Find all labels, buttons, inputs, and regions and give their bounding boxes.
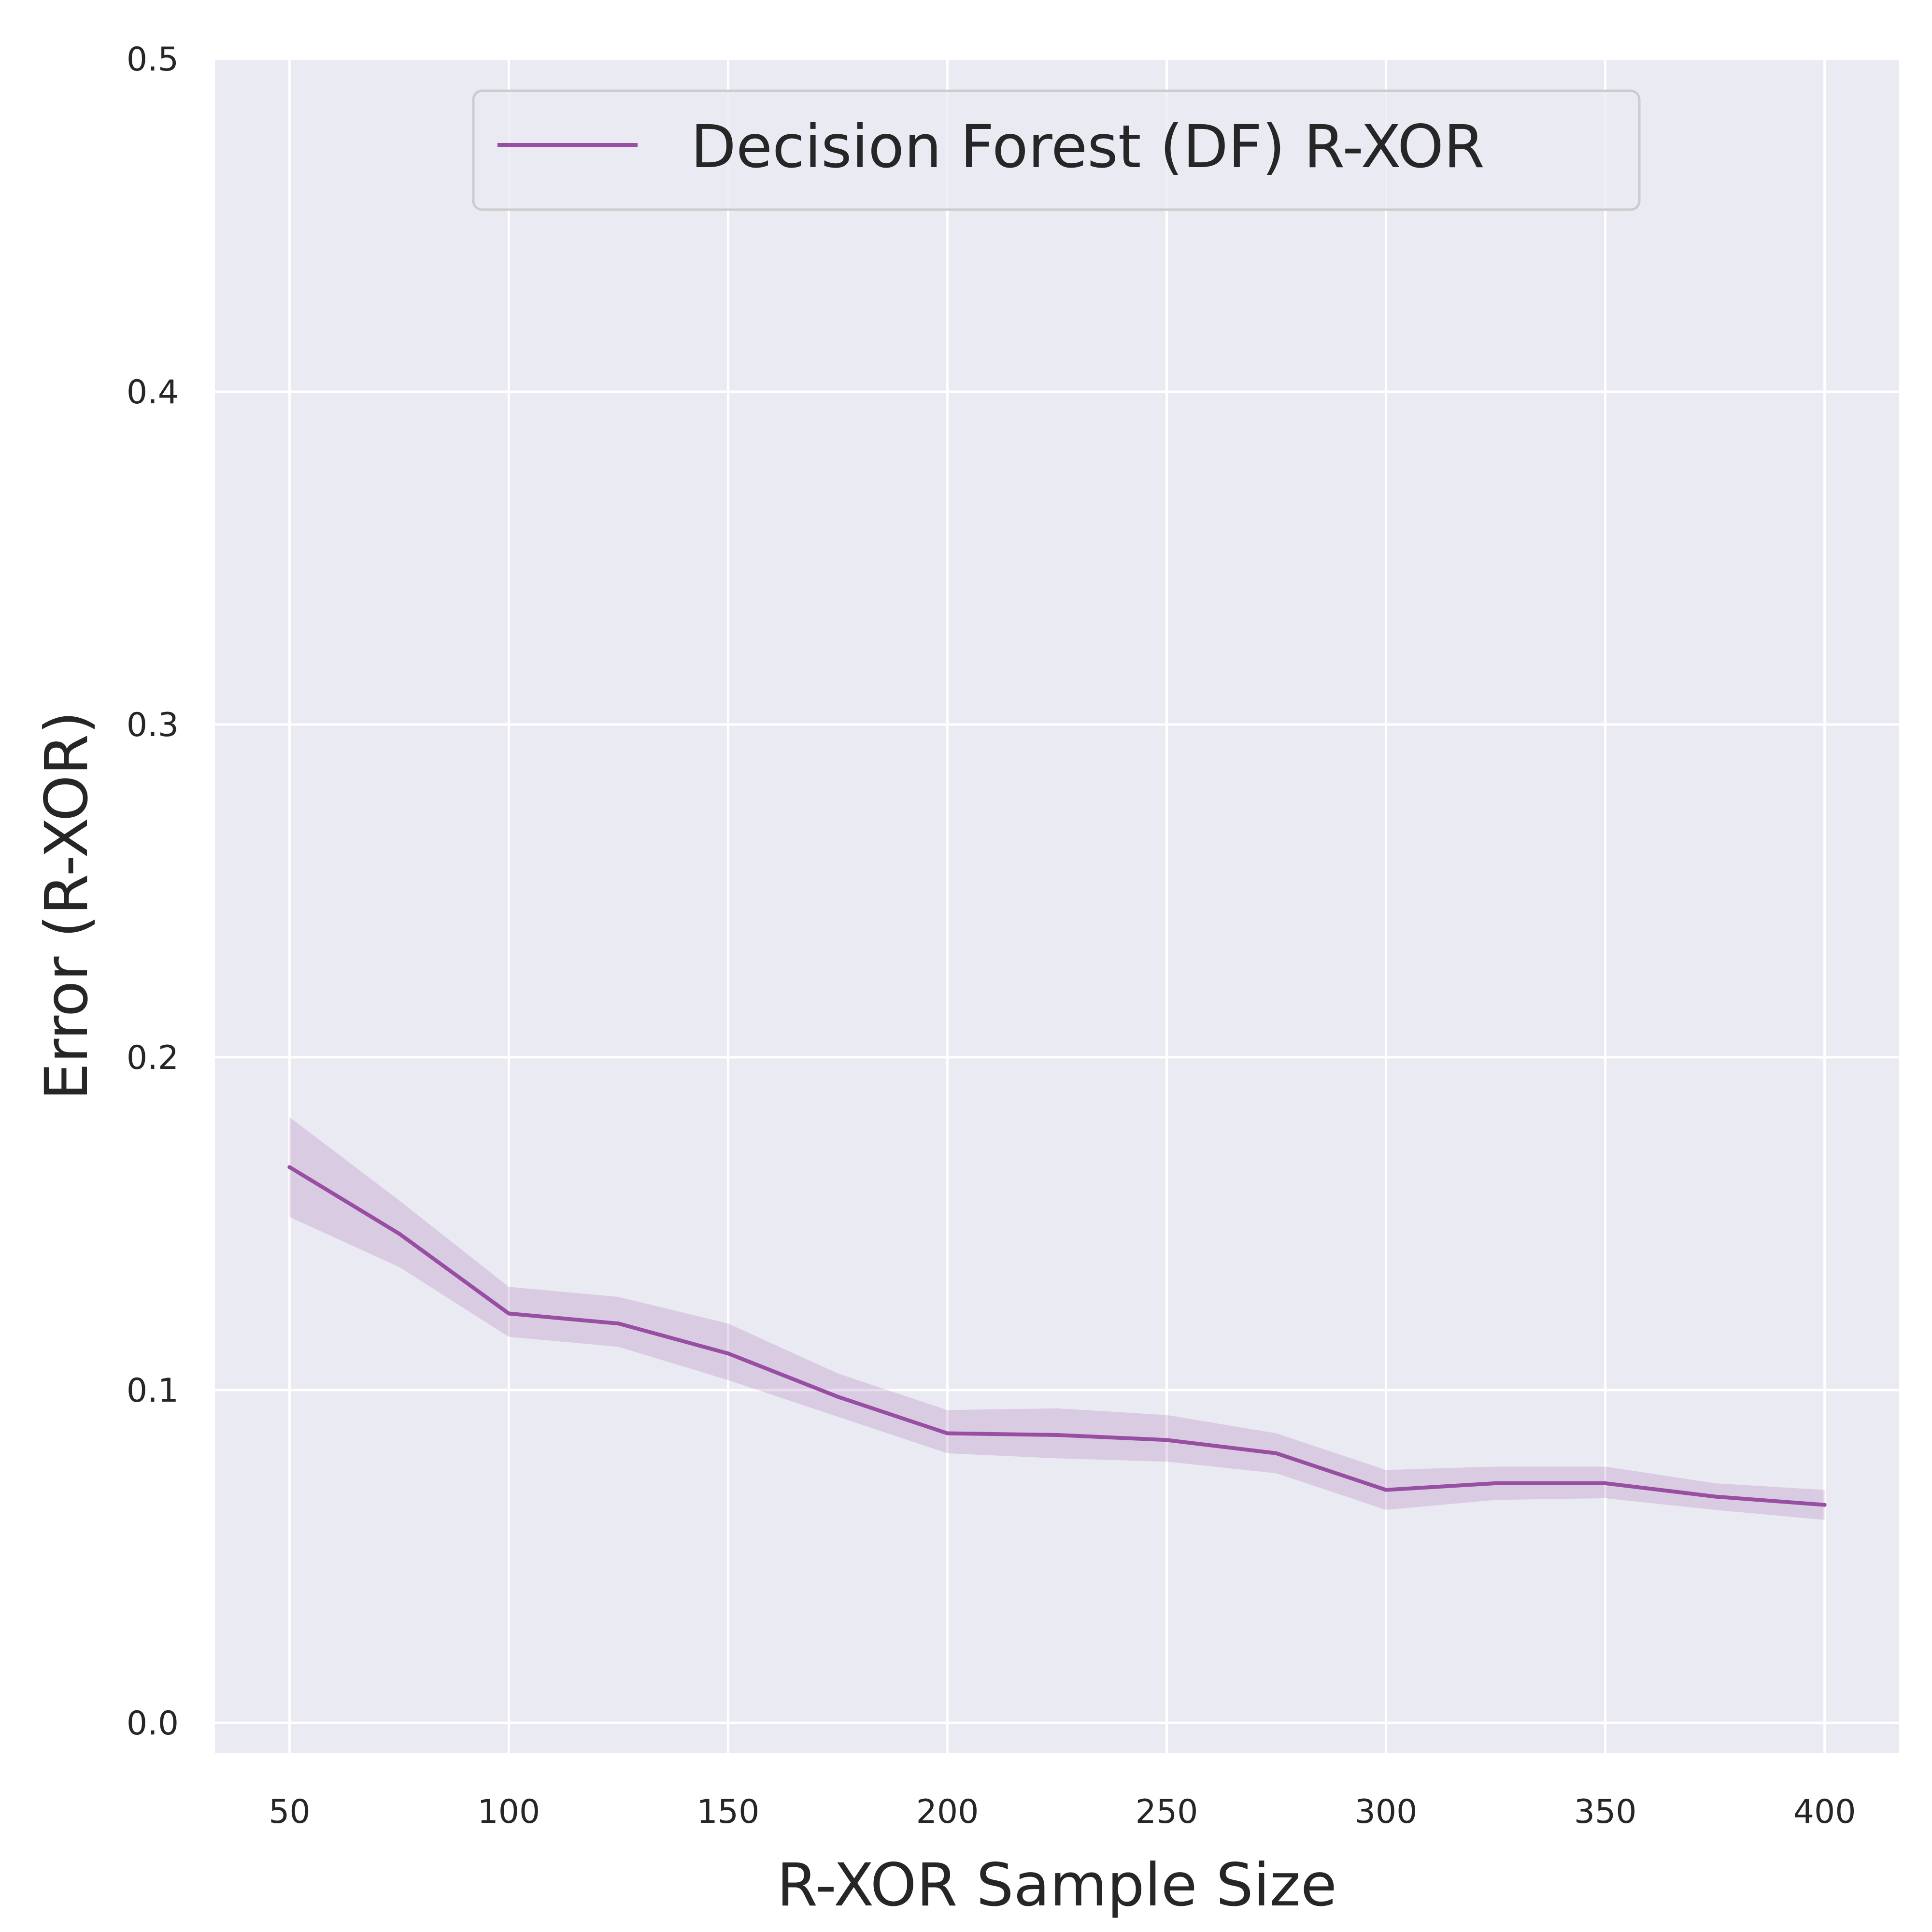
data-point bbox=[287, 1165, 292, 1169]
x-axis-label: R-XOR Sample Size bbox=[777, 1851, 1337, 1919]
data-point bbox=[836, 1394, 840, 1399]
x-tick-label: 50 bbox=[269, 1793, 311, 1831]
y-tick-label: 0.0 bbox=[127, 1705, 179, 1743]
legend-box bbox=[472, 89, 1641, 211]
grid bbox=[215, 57, 1899, 1753]
x-tick-label: 100 bbox=[478, 1793, 540, 1831]
confidence-bands bbox=[289, 1117, 1825, 1520]
y-tick-label: 0.3 bbox=[127, 706, 179, 744]
legend-label: Decision Forest (DF) R-XOR bbox=[691, 113, 1485, 181]
y-tick-label: 0.4 bbox=[127, 373, 179, 412]
legend: Decision Forest (DF) R-XOR bbox=[472, 89, 1641, 211]
data-point bbox=[1493, 1481, 1498, 1485]
data-point bbox=[1274, 1451, 1279, 1455]
x-tick-label: 400 bbox=[1793, 1793, 1856, 1831]
x-tick-label: 250 bbox=[1136, 1793, 1198, 1831]
y-tick-labels: 0.0 0.1 0.2 0.3 0.4 0.5 bbox=[127, 41, 179, 1743]
y-axis-label: Error (R-XOR) bbox=[32, 711, 101, 1100]
y-tick-label: 0.1 bbox=[127, 1372, 179, 1410]
x-tick-label: 150 bbox=[697, 1793, 760, 1831]
data-point bbox=[507, 1311, 511, 1316]
data-point bbox=[616, 1321, 621, 1326]
confidence-band bbox=[289, 1117, 1825, 1520]
data-point bbox=[397, 1232, 401, 1236]
data-point bbox=[1603, 1481, 1607, 1485]
data-point bbox=[1055, 1433, 1059, 1437]
plot-area bbox=[215, 59, 1899, 1753]
data-point bbox=[1822, 1503, 1827, 1507]
x-tick-labels: 50 100 150 200 250 300 350 400 bbox=[269, 1793, 1856, 1831]
y-tick-label: 0.2 bbox=[127, 1039, 179, 1077]
x-tick-label: 350 bbox=[1574, 1793, 1637, 1831]
x-tick-label: 300 bbox=[1355, 1793, 1418, 1831]
x-tick-label: 200 bbox=[916, 1793, 979, 1831]
data-point bbox=[726, 1351, 730, 1356]
data-point bbox=[1713, 1494, 1717, 1499]
data-point bbox=[1165, 1438, 1169, 1442]
data-point bbox=[1384, 1488, 1388, 1492]
series-points bbox=[287, 1165, 1827, 1507]
y-tick-label: 0.5 bbox=[127, 41, 179, 79]
data-point bbox=[945, 1431, 950, 1435]
